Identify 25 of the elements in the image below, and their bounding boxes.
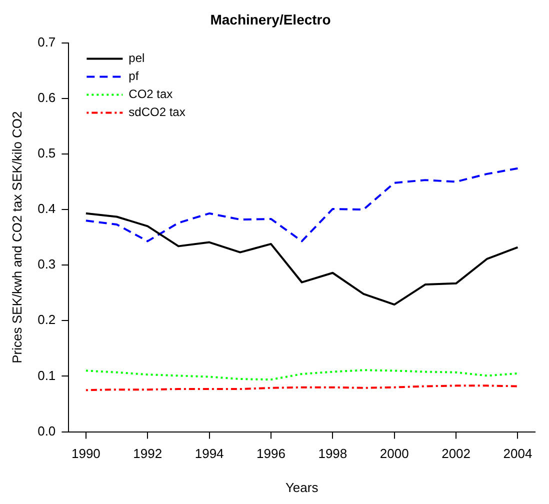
legend-label: pel [128, 51, 145, 66]
y-axis-title: Prices SEK/kwh and CO2 tax SEK/kilo CO2 [9, 111, 24, 364]
y-tick-label: 0.7 [38, 34, 56, 50]
x-tick-label: 2000 [380, 446, 409, 462]
y-tick-label: 0.0 [38, 423, 56, 438]
legend-label: sdCO2 tax [128, 105, 186, 120]
legend-label: CO2 tax [128, 87, 173, 102]
y-tick-label: 0.1 [38, 368, 56, 383]
line-series [84, 369, 519, 381]
x-tick-label: 2002 [442, 446, 471, 462]
y-tick-label: 0.3 [38, 256, 56, 272]
x-tick-label: 1994 [194, 446, 224, 462]
x-tick-label: 1992 [133, 446, 162, 462]
x-tick-label: 1996 [256, 446, 286, 462]
y-tick-label: 0.4 [38, 201, 56, 216]
x-tick-label: 1990 [71, 446, 100, 462]
legend-label: pf [128, 69, 140, 84]
chart-title: Machinery/Electro [210, 11, 331, 28]
y-tick-label: 0.2 [38, 312, 56, 328]
x-tick-label: 1998 [318, 446, 348, 462]
line-series [84, 167, 519, 242]
x-tick-label: 2004 [503, 446, 532, 462]
y-tick-label: 0.5 [38, 146, 56, 161]
x-axis-title: Years [285, 480, 319, 495]
y-tick-label: 0.6 [38, 90, 56, 105]
